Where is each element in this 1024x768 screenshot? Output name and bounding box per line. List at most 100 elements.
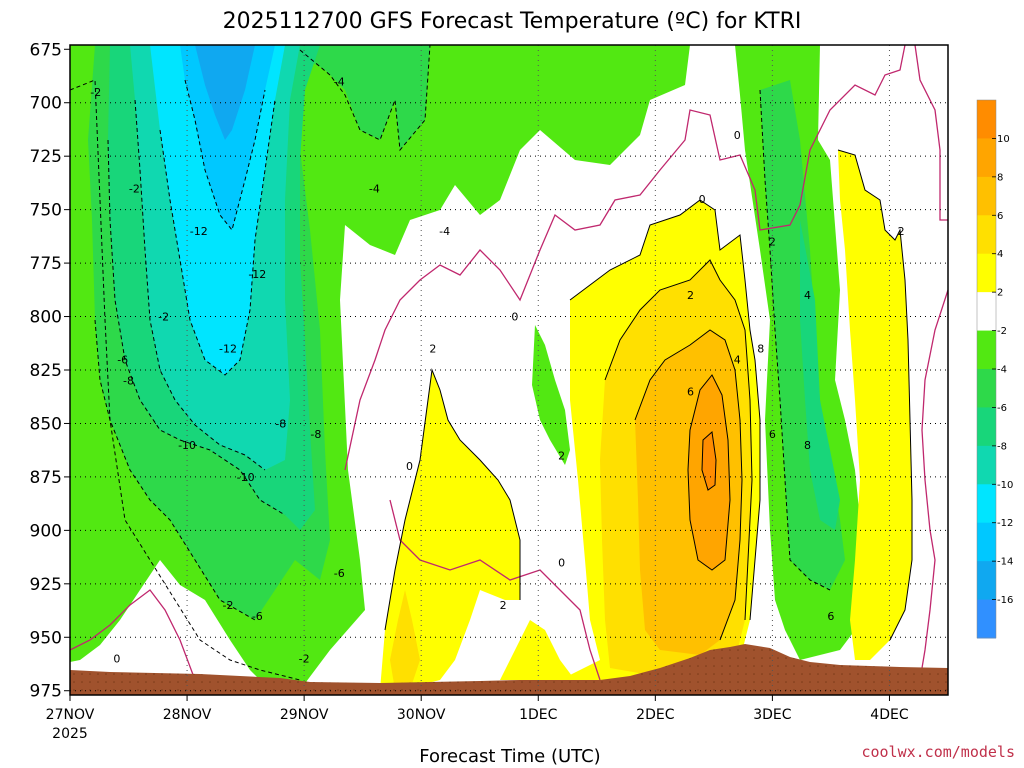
contour-minus14: [184, 79, 266, 232]
contour-minus2: [70, 79, 301, 681]
fill-band-plus2-right: [838, 150, 912, 660]
contour-label: -4: [334, 75, 345, 88]
colorbar-swatch: [977, 369, 996, 408]
colorbar-swatch: [977, 138, 996, 178]
y-tick-label: 725: [30, 147, 62, 167]
y-tick-label: 900: [30, 521, 62, 541]
contour-label: 0: [558, 556, 565, 569]
contour-plus4: [604, 259, 753, 621]
contour-label: -2: [158, 311, 169, 324]
contour-label: 6: [769, 428, 776, 441]
contour-label: 2: [429, 343, 436, 356]
contour-minus10: [134, 99, 266, 471]
contour-label: -6: [117, 353, 128, 366]
contour-plus8: [687, 374, 731, 571]
contour-plus2: [569, 199, 761, 621]
contour-label: -4: [439, 225, 450, 238]
fill-band-minus14: [180, 45, 275, 230]
contour-label: 4: [734, 353, 741, 366]
contour-label: 2: [898, 225, 905, 238]
contour-zero-2: [344, 45, 906, 471]
contour-label: 2: [500, 599, 507, 612]
colorbar-swatch: [977, 176, 996, 216]
fill-band-plus10: [702, 432, 716, 490]
y-tick-label: 950: [30, 628, 62, 648]
contour-label: 2: [769, 236, 776, 249]
colorbar-swatch: [977, 599, 996, 639]
contour-zero-4: [914, 45, 948, 221]
contour-plus10: [701, 431, 717, 491]
colorbar-label: -6: [997, 403, 1007, 414]
contours-positive: [384, 149, 913, 641]
contour-plus6: [634, 329, 743, 641]
colorbar-label: -8: [997, 441, 1007, 452]
y-tick-label: 800: [30, 308, 62, 328]
fill-band-minus8-right: [800, 220, 840, 530]
y-tick-label: 775: [30, 254, 62, 274]
contour-label: 6: [687, 385, 694, 398]
colorbar-swatch: [977, 292, 996, 332]
contour-label: -2: [223, 599, 234, 612]
y-tick-label: 750: [30, 201, 62, 221]
contour-label: -6: [334, 567, 345, 580]
contours-zero: [70, 45, 948, 681]
x-tick-label: 27NOV: [46, 707, 95, 723]
contour-zero-5: [919, 289, 948, 681]
colorbar-label: -14: [997, 557, 1013, 568]
contour-label: -2: [90, 86, 101, 99]
contour-label: -12: [248, 268, 266, 281]
y-tick-label: 700: [30, 94, 62, 114]
fill-band-plus4-left: [390, 590, 420, 690]
contour-label: 8: [804, 439, 811, 452]
x-tick-label: 1DEC: [519, 707, 558, 723]
contour-label: -8: [310, 428, 321, 441]
colorbar-swatch: [977, 330, 996, 370]
colorbar-label: 8: [997, 172, 1003, 183]
x-axis: 27NOV 28NOV 29NOV 30NOV 1DEC 2DEC 3DEC 4DEC: [46, 695, 909, 723]
contour-minus6: [94, 319, 256, 621]
x-tick-label: 4DEC: [870, 707, 909, 723]
contour-label: 8: [757, 343, 764, 356]
colorbar-label: 10: [997, 134, 1010, 145]
contour-label: 6: [827, 610, 834, 623]
colorbar-swatch: [977, 253, 996, 293]
contour-label: 0: [699, 193, 706, 206]
y-tick-label: 925: [30, 575, 62, 595]
contour-label: -8: [123, 375, 134, 388]
contour-minus12: [159, 99, 276, 376]
contour-label: 0: [113, 653, 120, 666]
contours-negative: [70, 45, 831, 681]
y-tick-label: 825: [30, 361, 62, 381]
x-tick-label: 3DEC: [753, 707, 792, 723]
contour-label: 2: [558, 450, 565, 463]
contour-zero-1: [70, 589, 196, 681]
contour-label: -2: [129, 182, 140, 195]
plot-area: -2-2-2-2-2-4-4-4-6-6-6-8-8-8-10-10-12-12…: [70, 45, 948, 695]
contour-label: 0: [406, 460, 413, 473]
contour-zero-3: [389, 499, 601, 681]
grid: [70, 45, 948, 695]
contour-minus6-right: [759, 89, 831, 591]
colorbar-label: 6: [997, 211, 1003, 222]
contour-label: 0: [734, 129, 741, 142]
terrain-fill: [70, 644, 948, 695]
colorbar-swatch: [977, 407, 996, 447]
y-tick-label: 675: [30, 40, 62, 60]
colorbar-swatch: [977, 484, 996, 524]
contour-plus2-right: [837, 149, 913, 641]
fill-band-plus2-mid: [500, 620, 575, 680]
contour-label: -12: [190, 225, 208, 238]
contour-label: -2: [299, 653, 310, 666]
fill-band-minus16: [195, 45, 255, 140]
x-tick-label: 29NOV: [280, 707, 329, 723]
contour-plus2-left: [384, 368, 521, 631]
fill-band-minus4-blob: [532, 325, 570, 465]
y-axis: 675 700 725 750 775 800 825 850 875 900 925 950 975: [30, 40, 70, 702]
colorbar-label: 4: [997, 249, 1003, 260]
contour-minus8: [107, 139, 286, 516]
contour-label: -6: [252, 610, 263, 623]
x-year-label: 2025: [52, 726, 88, 742]
contour-label: 2: [687, 289, 694, 302]
colorbar-swatch: [977, 100, 996, 139]
colorbar-swatch: [977, 561, 996, 601]
